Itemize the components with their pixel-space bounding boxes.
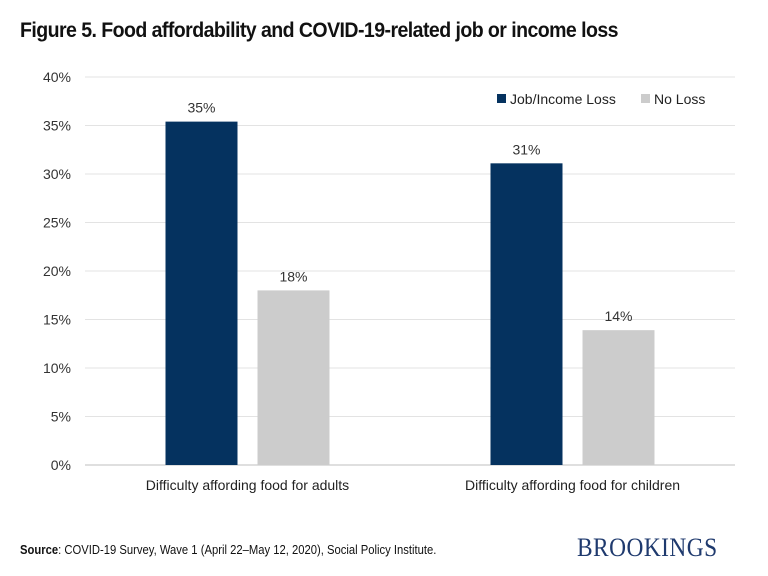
bar xyxy=(582,330,655,465)
y-tick-label: 20% xyxy=(43,263,71,279)
bar xyxy=(165,121,238,466)
source-note: Source: COVID-19 Survey, Wave 1 (April 2… xyxy=(20,543,436,557)
y-tick-label: 30% xyxy=(43,166,71,182)
legend-label: Job/Income Loss xyxy=(510,91,616,107)
y-tick-label: 15% xyxy=(43,312,71,328)
source-label: Source xyxy=(20,543,59,557)
y-tick-label: 5% xyxy=(51,409,71,425)
y-tick-label: 35% xyxy=(43,118,71,134)
y-tick-label: 40% xyxy=(43,69,71,85)
bar xyxy=(257,290,330,465)
y-tick-label: 10% xyxy=(43,360,71,376)
brookings-logo: BROOKINGS xyxy=(577,533,718,562)
legend-label: No Loss xyxy=(654,91,705,107)
data-label: 14% xyxy=(604,308,632,324)
legend-swatch xyxy=(641,94,650,103)
chart-title: Figure 5. Food affordability and COVID-1… xyxy=(20,19,619,42)
legend-swatch xyxy=(497,94,506,103)
data-label: 18% xyxy=(279,268,307,284)
x-tick-label: Difficulty affording food for children xyxy=(465,477,680,493)
data-label: 31% xyxy=(512,141,540,157)
y-tick-label: 0% xyxy=(51,457,71,473)
data-label: 35% xyxy=(187,100,215,116)
x-tick-label: Difficulty affording food for adults xyxy=(146,477,349,493)
bar xyxy=(490,163,563,465)
y-tick-label: 25% xyxy=(43,215,71,231)
source-text: : COVID-19 Survey, Wave 1 (April 22–May … xyxy=(58,543,437,557)
